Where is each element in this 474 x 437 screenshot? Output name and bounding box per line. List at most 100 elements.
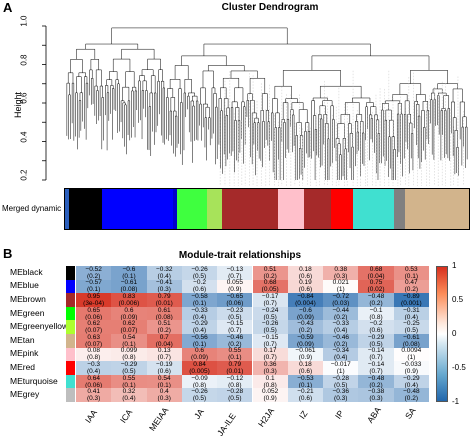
heatmap-cell: 0.6 (0.09)	[111, 306, 147, 321]
colorbar-tick-label: -0.5	[452, 363, 466, 372]
heatmap-row-label: MEred	[10, 362, 36, 372]
p-value: (0.4)	[404, 381, 419, 389]
heatmap-cell: −0.61 (0.08)	[393, 334, 429, 348]
panel-b-letter: B	[3, 246, 13, 261]
merged-dynamic-label: Merged dynamic	[2, 204, 62, 213]
heatmap-cell: 0.18 (0.6)	[287, 266, 324, 280]
correlation-value: 0.64	[87, 374, 100, 382]
p-value: (0.001)	[401, 299, 422, 307]
correlation-value: 0.54	[157, 374, 171, 382]
heatmap-cell: 0.36 (0.3)	[252, 361, 288, 375]
p-value: (0.8)	[263, 381, 277, 389]
correlation-value: −0.56	[191, 333, 208, 341]
p-value: (0.5)	[404, 327, 419, 335]
heatmap-cell: −0.52 (0.2)	[76, 266, 112, 280]
correlation-value: 0.63	[87, 333, 100, 341]
heatmap-cell: −0.32 (0.4)	[146, 265, 182, 280]
heatmap-row-label: MEgreen	[10, 307, 45, 318]
heatmap-cell: −0.28 (0.5)	[217, 388, 253, 402]
heatmap-cell: 0.51 (0.2)	[146, 320, 182, 334]
p-value: (0.9)	[263, 395, 277, 403]
correlation-value: −0.1	[369, 306, 383, 314]
correlation-value: 0.1	[265, 374, 275, 382]
heatmap-cell: −0.13 (0.7)	[217, 266, 253, 280]
heatmap-cell: −0.6 (0.09)	[287, 306, 324, 321]
correlation-value: −0.29	[191, 320, 208, 328]
correlation-value: −0.28	[226, 388, 244, 396]
p-value: (0.2)	[369, 381, 383, 389]
heatmap-cell: −0.061 (0.9)	[287, 347, 324, 361]
correlation-value: 0.95	[87, 292, 100, 300]
p-value: (0.04)	[155, 340, 173, 348]
heatmap-cell: −0.033 (0.9)	[393, 361, 429, 375]
heatmap-cell: −0.26 (0.5)	[181, 266, 218, 280]
p-value: (0.07)	[85, 340, 103, 348]
correlation-value: −0.26	[261, 320, 279, 328]
module-color-swatch	[66, 388, 75, 402]
correlation-value: −0.33	[191, 306, 208, 314]
p-value: (0.6)	[298, 286, 313, 294]
correlation-value: −0.43	[297, 320, 314, 328]
heatmap-cell: 0.32 (0.4)	[111, 388, 147, 403]
dendrogram-branches	[66, 27, 468, 180]
p-value: (0.2)	[263, 272, 277, 280]
heatmap-cell: −0.2 (0.6)	[358, 320, 394, 334]
module-color-swatch	[66, 347, 75, 362]
p-value: (0.2)	[228, 340, 242, 348]
correlation-value: −0.38	[367, 388, 385, 396]
p-value: (0.3)	[157, 286, 171, 294]
heatmap-cell: −0.41 (0.3)	[146, 279, 182, 294]
correlation-value: 0.0094	[401, 347, 422, 355]
p-value: (0.9)	[404, 367, 419, 375]
heatmap-title: Module-trait relationships	[178, 250, 302, 261]
heatmap-cell: 0.79 (0.01)	[217, 361, 253, 375]
heatmap-cell: 0.052 (0.9)	[252, 388, 288, 403]
p-value: (0.2)	[334, 313, 348, 321]
correlation-value: −0.6	[299, 306, 312, 314]
p-value: (0.8)	[228, 381, 242, 389]
correlation-value: 0.38	[334, 265, 348, 273]
colorbar-tick-label: 0	[452, 329, 457, 338]
heatmap-cell: 0.63 (0.07)	[76, 333, 112, 348]
correlation-value: 0.18	[299, 360, 312, 368]
correlation-value: −0.14	[367, 360, 385, 368]
module-color-segment	[330, 189, 354, 229]
module-color-segment	[173, 189, 178, 229]
correlation-value: −0.58	[191, 292, 208, 300]
correlation-value: 0.099	[120, 347, 138, 355]
module-color-bar	[64, 188, 470, 230]
correlation-value: −0.33	[332, 320, 349, 328]
correlation-value: 0.6	[124, 306, 134, 314]
correlation-value: −0.6	[122, 265, 136, 273]
correlation-value: −0.84	[297, 292, 314, 300]
correlation-value: −0.32	[156, 265, 173, 273]
p-value: (0.08)	[402, 340, 420, 348]
heatmap-cell: 0.51 (0.2)	[252, 266, 288, 280]
correlation-value: 0.08	[87, 347, 100, 355]
heatmap-cell: −0.29 (0.4)	[393, 375, 429, 389]
heatmap-cell: −0.23 (0.5)	[217, 307, 253, 321]
p-value: (0.3)	[263, 367, 277, 375]
p-value: (0.01)	[155, 299, 173, 307]
correlation-value: −0.44	[332, 306, 349, 314]
correlation-value: 0.75	[369, 279, 383, 287]
colorbar-tick-label: 0.5	[452, 295, 464, 304]
p-value: (0.6)	[192, 286, 207, 294]
correlation-value: −0.19	[156, 360, 173, 368]
heatmap-cell: 0.41 (0.3)	[76, 388, 112, 402]
heatmap-cell: 0.64 (0.06)	[76, 374, 112, 389]
correlation-value: 0.61	[157, 306, 171, 314]
p-value: (0.1)	[298, 381, 313, 389]
p-value: (3e-04)	[83, 299, 105, 307]
heatmap-cell: 0.18 (0.6)	[287, 360, 324, 375]
heatmap-cell: −0.48 (0.2)	[358, 375, 394, 389]
p-value: (0.4)	[122, 395, 136, 403]
correlation-value: −0.53	[297, 374, 314, 382]
module-color-segment	[102, 189, 174, 229]
module-color-segment	[353, 189, 395, 229]
correlation-value: 0.7	[159, 333, 169, 341]
correlation-value: 0.4	[159, 388, 169, 396]
heatmap-cell: −0.25 (0.5)	[393, 320, 429, 335]
heatmap-cell: 0.47 (0.2)	[393, 279, 429, 293]
heatmap-cell: −0.3 (0.4)	[76, 361, 112, 375]
